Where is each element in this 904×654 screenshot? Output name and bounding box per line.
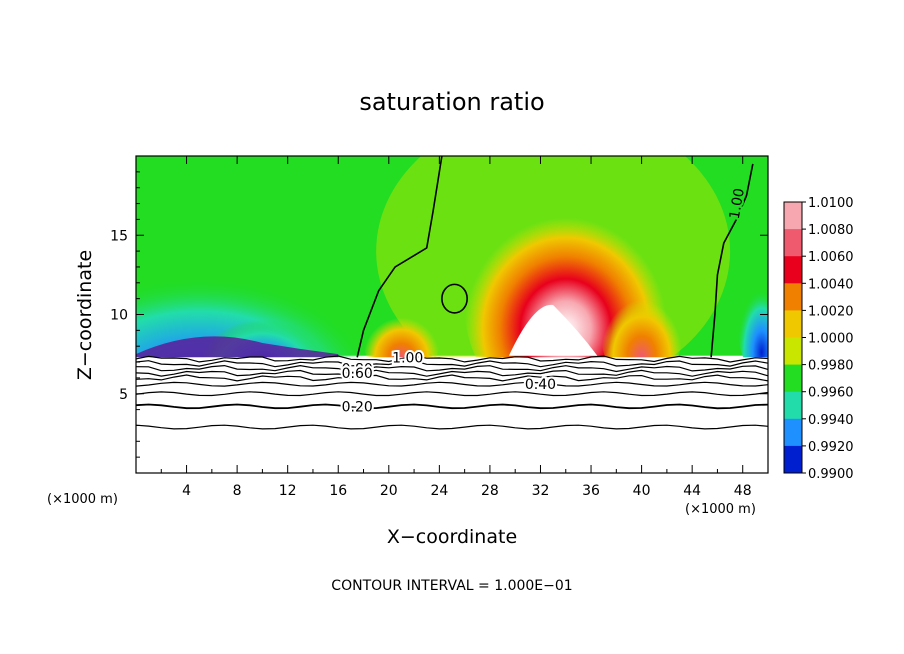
contour-label: 0.60 [342, 366, 373, 382]
contour-interval-note: CONTOUR INTERVAL = 1.000E−01 [331, 578, 573, 594]
x-tick-label: 44 [683, 483, 701, 499]
contour-line [135, 369, 769, 377]
colorbar-label: 1.0060 [808, 250, 854, 265]
x-tick-label: 36 [582, 483, 600, 499]
x-tick-label: 24 [430, 483, 448, 499]
contour-line [135, 364, 769, 373]
colorbar-swatch [784, 256, 802, 284]
contour-closed-loop [441, 283, 468, 314]
colorbar-label: 1.0020 [808, 304, 854, 319]
colorbar-swatch [784, 229, 802, 257]
contour-line [135, 403, 769, 410]
contour-line [135, 374, 769, 382]
contour-line [135, 360, 769, 368]
y-tick-label: 10 [110, 308, 128, 324]
colorbar-label: 0.9940 [808, 413, 854, 428]
colorbar-swatch [784, 202, 802, 230]
colorbar-label: 1.0080 [808, 223, 854, 238]
colorbar-label: 1.0040 [808, 277, 854, 292]
y-tick-label: 5 [119, 387, 128, 403]
x-tick-label: 16 [329, 483, 347, 499]
colorbar-swatch [784, 445, 802, 474]
x-tick-label: 40 [633, 483, 651, 499]
colorbar-swatch [784, 283, 802, 311]
field-supersat-core [508, 304, 598, 356]
contour-label: 0.40 [525, 377, 556, 393]
contour-line [135, 381, 769, 387]
colorbar-swatch [784, 418, 802, 447]
y-tick-label: 15 [110, 228, 128, 244]
contour-line [135, 424, 769, 430]
x-tick-label: 32 [532, 483, 550, 499]
x-tick-label: 12 [279, 483, 297, 499]
field-subsat-right [736, 251, 768, 378]
x-unit-left: (×1000 m) [47, 492, 118, 507]
contour-label: 1.00 [392, 350, 423, 366]
colorbar-swatch [784, 391, 802, 420]
x-unit-right: (×1000 m) [685, 502, 756, 517]
contour-line-1-00-east [710, 163, 754, 358]
chart-title: saturation ratio [359, 88, 545, 116]
colorbar-label: 0.9980 [808, 359, 854, 374]
x-tick-label: 8 [233, 483, 242, 499]
contour-label: 0.80 [342, 361, 373, 377]
x-tick-label: 4 [182, 483, 191, 499]
x-axis-label: X−coordinate [386, 526, 518, 548]
x-tick-label: 20 [380, 483, 398, 499]
colorbar-swatch [784, 364, 802, 393]
contour-line [135, 355, 769, 363]
x-tick-label: 28 [481, 483, 499, 499]
colorbar-label: 0.9960 [808, 386, 854, 401]
contour-line-1-00-west [356, 155, 443, 358]
colorbar-label: 1.0000 [808, 332, 854, 347]
colorbar-label: 0.9920 [808, 440, 854, 455]
colorbar-swatch [784, 310, 802, 338]
field-base-edge [136, 336, 339, 358]
colorbar-swatch [784, 337, 802, 366]
colorbar-label: 0.9900 [808, 467, 854, 482]
colorbar-label: 1.0100 [808, 196, 854, 211]
contour-line [135, 391, 769, 397]
field-below-base [136, 357, 768, 473]
contour-label: 0.20 [342, 399, 373, 415]
x-tick-label: 48 [734, 483, 752, 499]
